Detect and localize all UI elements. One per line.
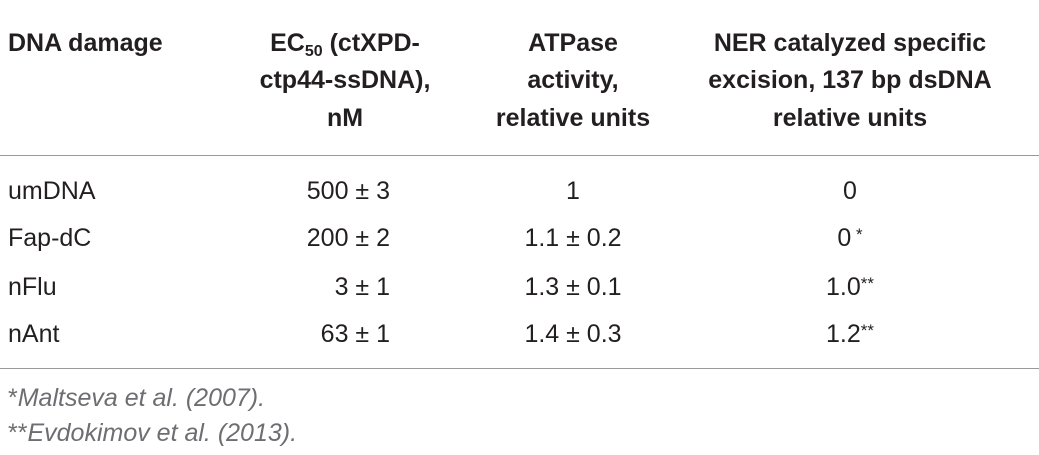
footnote: **Evdokimov et al. (2013). xyxy=(8,418,297,448)
header-text: nM xyxy=(326,104,364,132)
cell: 1.4 ± 0.3 xyxy=(524,320,622,348)
header-part: (ctXPD- xyxy=(322,29,420,57)
cell: 1.1 ± 0.2 xyxy=(524,224,622,252)
cell-value: 0 xyxy=(837,224,852,252)
cell: 0 * xyxy=(837,223,862,253)
cell: 0 xyxy=(843,176,857,206)
cell: Fap-dC xyxy=(8,224,92,252)
footnote-text: Maltseva et al. (2007). xyxy=(17,384,266,412)
cell: 1.0** xyxy=(826,272,874,302)
cell: nAnt xyxy=(8,320,60,348)
cell: 1.3 ± 0.1 xyxy=(524,273,622,301)
header-text: activity, xyxy=(527,66,619,94)
header-text: EC50 (ctXPD- xyxy=(270,28,420,60)
header-text: excision, 137 bp dsDNA xyxy=(708,66,992,94)
cell: 1.2** xyxy=(826,319,874,349)
header-text: NER catalyzed specific xyxy=(713,29,987,57)
subscript: 50 xyxy=(304,43,323,60)
footer-rule xyxy=(0,368,1039,369)
header-text: relative units xyxy=(495,104,651,132)
header-text: relative units xyxy=(772,104,928,132)
header-rule xyxy=(0,155,1039,156)
cell-note: ** xyxy=(860,274,874,293)
cell-note: ** xyxy=(860,321,874,340)
footnote-mark: * xyxy=(8,384,18,412)
cell-value: 1.2 xyxy=(826,320,861,348)
header-text: ATPase xyxy=(528,29,618,57)
cell: 500 ± 3 xyxy=(306,177,390,205)
footnote-text: Evdokimov et al. (2013). xyxy=(27,419,298,447)
cell: umDNA xyxy=(8,177,96,205)
header-text: DNA damage xyxy=(8,29,163,57)
cell-value: 1.0 xyxy=(826,273,861,301)
footnote-mark: ** xyxy=(8,419,28,447)
cell: 63 ± 1 xyxy=(320,320,390,348)
cell: 3 ± 1 xyxy=(334,273,390,301)
cell-note: * xyxy=(851,225,863,244)
cell: 200 ± 2 xyxy=(306,224,390,252)
cell: nFlu xyxy=(8,273,57,301)
cell-value: 0 xyxy=(843,177,857,205)
cell: 1 xyxy=(566,177,580,205)
header-part: EC xyxy=(270,29,305,57)
header-text: ctp44-ssDNA), xyxy=(259,66,431,94)
footnote: *Maltseva et al. (2007). xyxy=(8,383,265,413)
